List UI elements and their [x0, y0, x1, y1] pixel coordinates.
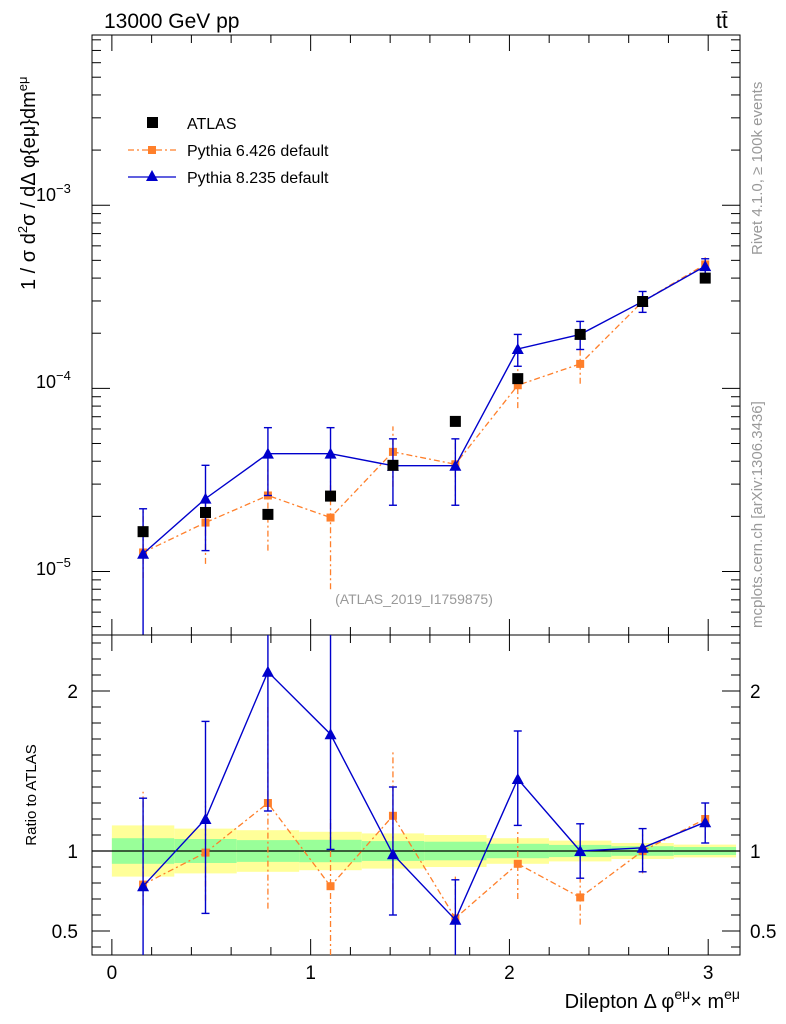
ratio-pythia8-point	[699, 816, 712, 828]
ratio-axis-ticks	[92, 635, 740, 955]
analysis-id: (ATLAS_2019_I1759875)	[335, 591, 493, 607]
legend-marker-pythia6	[148, 146, 156, 154]
pythia8-point	[324, 447, 337, 459]
x-tick-label: 0	[107, 963, 118, 984]
pythia8-point	[511, 343, 524, 355]
energy-label: 13000 GeV pp	[104, 10, 239, 33]
rivet-label: Rivet 4.1.0, ≥ 100k events	[749, 82, 766, 255]
legend-label-pythia8: Pythia 8.235 default	[187, 170, 329, 187]
legend-label-atlas: ATLAS	[187, 116, 237, 133]
x-tick-label: 2	[504, 963, 515, 984]
ratio-pythia6-point	[576, 893, 585, 902]
atlas-point	[137, 526, 149, 538]
process-label: tt̄	[716, 10, 728, 33]
legend-label-pythia6: Pythia 6.426 default	[187, 143, 329, 160]
atlas-point	[325, 490, 337, 502]
ratio-pythia6-line	[142, 802, 706, 920]
main-data-layer	[137, 257, 712, 635]
atlas-point	[512, 373, 524, 385]
ratio-pythia8-point	[324, 728, 337, 740]
pythia8-line	[142, 265, 706, 555]
legend: ATLAS Pythia 6.426 default Pythia 8.235 …	[128, 116, 329, 187]
x-axis-title: Dilepton Δ φeμ× meμ	[565, 986, 740, 1013]
pythia8-point	[261, 447, 274, 459]
atlas-point	[449, 415, 461, 427]
ratio-tick-labels: 0.5 0.5 1 1 2 2 0 1 2 3	[52, 682, 777, 984]
pythia6-line	[142, 263, 706, 554]
ratio-data-layer	[137, 635, 712, 955]
ratio-pythia8-point	[199, 813, 212, 824]
ratio-y-tick-label-left: 2	[67, 682, 78, 703]
main-y-axis-title: 1 / σ d2σ / dΔ φ{eμ}dmeμ	[15, 76, 40, 290]
main-y-tick-label-1e-5: 10−5	[36, 555, 71, 579]
ratio-pythia8-point	[137, 880, 150, 892]
main-y-tick-label-1e-4: 10−4	[36, 368, 71, 392]
ratio-y-tick-label-left: 1	[67, 842, 78, 863]
ratio-pythia8-point	[511, 773, 524, 784]
pythia6-point	[576, 359, 585, 368]
pythia6-point	[513, 381, 522, 390]
ratio-pythia8-point	[449, 913, 462, 925]
ratio-y-tick-label-left: 0.5	[52, 922, 78, 943]
ratio-y-tick-label-right: 0.5	[750, 922, 776, 943]
pythia6-point	[326, 513, 335, 522]
x-tick-label: 3	[703, 963, 714, 984]
legend-marker-atlas	[147, 117, 158, 128]
ratio-pythia8-line	[142, 670, 706, 922]
atlas-point	[699, 272, 711, 284]
pythia8-point	[699, 260, 712, 272]
pythia8-point	[137, 547, 150, 559]
main-axis-ticks	[92, 35, 740, 635]
atlas-point	[637, 296, 649, 308]
ratio-pythia8-point	[636, 841, 649, 853]
ratio-pythia8-point	[386, 848, 399, 860]
ratio-panel-frame	[91, 634, 741, 956]
atlas-point	[199, 506, 211, 518]
ratio-y-tick-label-right: 2	[750, 682, 761, 703]
ratio-pythia8-point	[574, 845, 587, 856]
legend-marker-pythia8	[146, 170, 158, 181]
ratio-pythia8-point	[261, 665, 274, 677]
x-tick-label: 1	[305, 963, 316, 984]
atlas-point	[262, 508, 274, 520]
ratio-y-tick-label-right: 1	[750, 842, 761, 863]
pythia8-point	[199, 492, 212, 504]
pythia8-point	[449, 459, 462, 471]
atlas-point	[574, 328, 586, 340]
ratio-pythia6-point	[326, 882, 335, 891]
mcplots-label: mcplots.cern.ch [arXiv:1306.3436]	[749, 401, 766, 628]
ratio-pythia6-point	[513, 859, 522, 868]
main-y-tick-label-1e-3: 10−3	[36, 181, 71, 205]
ratio-y-axis-title: Ratio to ATLAS	[23, 744, 40, 845]
atlas-point	[387, 459, 399, 471]
